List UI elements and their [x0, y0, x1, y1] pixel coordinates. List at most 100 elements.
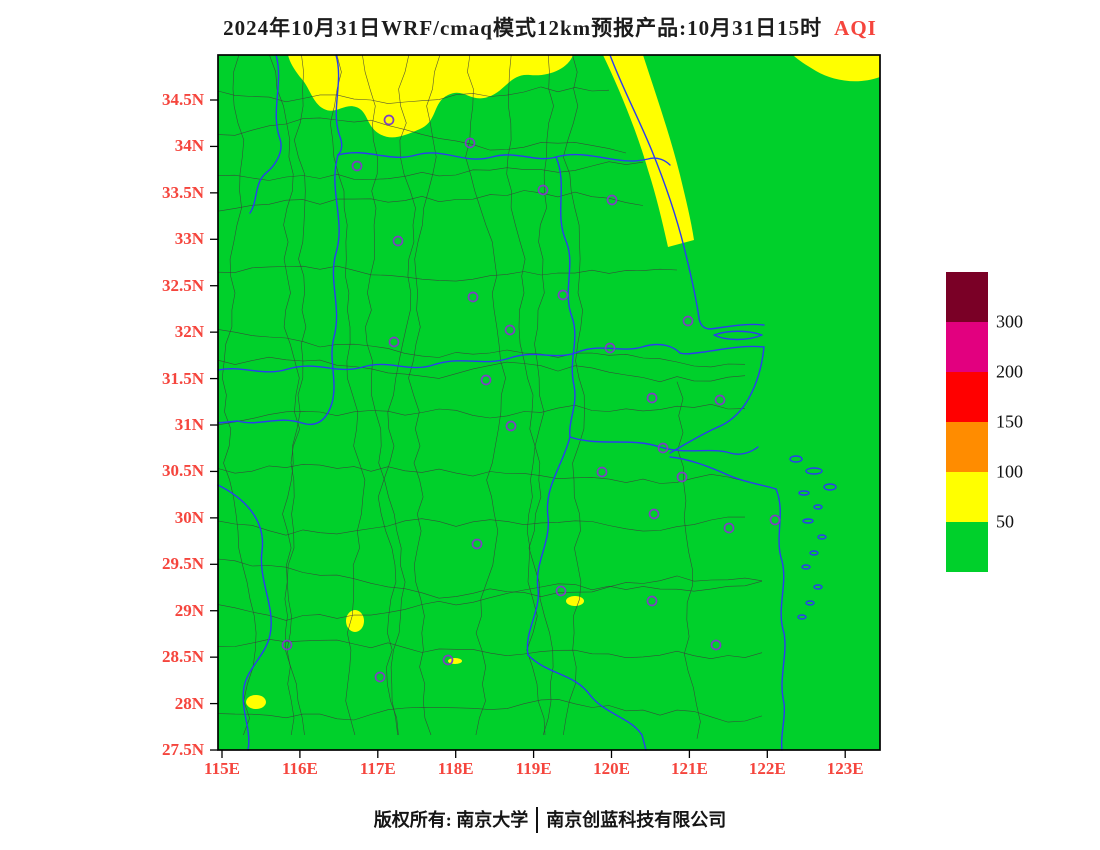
x-axis-label: 122E: [748, 759, 786, 778]
station-marker: [388, 336, 400, 348]
x-axis-label: 117E: [359, 759, 396, 778]
province-border: [217, 484, 272, 751]
axis-ticks: [210, 99, 846, 758]
island: [798, 490, 810, 496]
legend-swatch-hazardous: [946, 272, 988, 322]
station-marker: [351, 160, 363, 172]
copyright-footer: 版权所有: 南京大学 南京创蓝科技有限公司: [0, 806, 1100, 833]
province-border: [555, 156, 576, 438]
legend-tick-label: 50: [996, 511, 1014, 532]
x-axis-label: 119E: [515, 759, 552, 778]
county-boundary-line: [217, 329, 746, 368]
y-axis-label: 28.5N: [161, 647, 204, 667]
county-boundary-line: [506, 54, 554, 736]
legend-swatch-moderate: [946, 472, 988, 522]
legend-swatch-unhealthy: [946, 372, 988, 422]
map-canvas: [210, 54, 881, 758]
island: [817, 534, 827, 540]
y-axis-label: 34.5N: [161, 90, 204, 109]
legend-tick-label: 150: [996, 411, 1023, 432]
y-axis-label: 31.5N: [161, 368, 204, 388]
county-boundary-line: [676, 381, 701, 739]
copyright-right: 南京创蓝科技有限公司: [546, 810, 727, 830]
county-boundary-line: [217, 356, 746, 383]
title-text: 2024年10月31日WRF/cmaq模式12km预报产品:10月31日15时: [223, 16, 823, 40]
station-marker: [467, 291, 479, 303]
station-marker: [710, 639, 722, 651]
county-boundary-line: [269, 54, 301, 736]
station-marker: [596, 466, 608, 478]
yellow-region-northeast-corner: [793, 55, 880, 82]
coastline: [717, 346, 765, 428]
x-axis-label: 116E: [281, 759, 318, 778]
legend-swatch-unhealthy-sensitive: [946, 422, 988, 472]
station-marker: [557, 289, 569, 301]
station-marker: [555, 585, 567, 597]
county-boundary-line: [217, 463, 746, 484]
station-marker: [383, 114, 395, 126]
county-boundary-line: [221, 54, 257, 736]
station-marker: [604, 342, 616, 354]
y-axis-label: 29N: [174, 600, 204, 620]
station-marker: [392, 235, 404, 247]
county-boundary-line: [217, 161, 644, 181]
coastline-hangzhou-bay: [669, 426, 719, 454]
island: [813, 584, 823, 590]
x-axis-label: 121E: [670, 759, 708, 778]
station-marker: [504, 324, 516, 336]
island: [797, 614, 807, 620]
county-boundaries: [217, 54, 763, 739]
county-boundary-line: [217, 265, 678, 282]
station-marker: [374, 671, 386, 683]
legend-tick-label: 100: [996, 461, 1023, 482]
y-axis-label: 29.5N: [161, 554, 204, 574]
island: [805, 467, 823, 475]
coastline: [609, 54, 765, 330]
province-border: [569, 436, 759, 455]
station-marker: [723, 522, 735, 534]
island-chongming: [713, 330, 763, 341]
county-boundary-line: [408, 54, 441, 736]
legend-tick-label: 200: [996, 361, 1023, 382]
province-border: [337, 151, 671, 166]
station-marker: [606, 194, 618, 206]
y-axis-label: 30N: [174, 507, 204, 527]
legend-swatch-good: [946, 522, 988, 572]
station-marker: [480, 374, 492, 386]
station-marker: [471, 538, 483, 550]
title-aqi-tag: AQI: [834, 16, 877, 40]
x-axis-label: 115E: [204, 759, 240, 778]
map-frame: [217, 54, 881, 751]
island: [789, 455, 803, 463]
province-border: [335, 54, 343, 156]
province-boundaries: [217, 54, 786, 751]
station-marker: [769, 514, 781, 526]
y-axis-label: 33N: [174, 229, 204, 249]
city-station-markers: [281, 114, 781, 683]
yellow-region-coastal-strip: [603, 55, 694, 247]
y-axis-label: 27.5N: [161, 740, 204, 760]
station-marker: [646, 595, 658, 607]
map-background: [218, 55, 880, 750]
county-boundary-line: [217, 86, 610, 104]
y-axis-label: 32.5N: [161, 275, 204, 295]
station-marker: [646, 392, 658, 404]
station-marker: [714, 394, 726, 406]
coastline: [679, 345, 765, 355]
island: [802, 518, 814, 524]
county-boundary-line: [526, 54, 554, 736]
station-marker: [682, 315, 694, 327]
legend-swatch-very-unhealthy: [946, 322, 988, 372]
county-boundary-line: [465, 54, 506, 736]
x-axis-label: 118E: [437, 759, 474, 778]
island: [813, 504, 823, 510]
station-marker: [281, 639, 293, 651]
county-boundary-line: [217, 558, 763, 599]
county-boundary-line: [329, 54, 366, 736]
island: [809, 550, 819, 556]
aqi-yellow-regions: [246, 55, 880, 709]
island: [805, 600, 815, 606]
coastline: [775, 488, 786, 751]
station-marker: [657, 442, 669, 454]
